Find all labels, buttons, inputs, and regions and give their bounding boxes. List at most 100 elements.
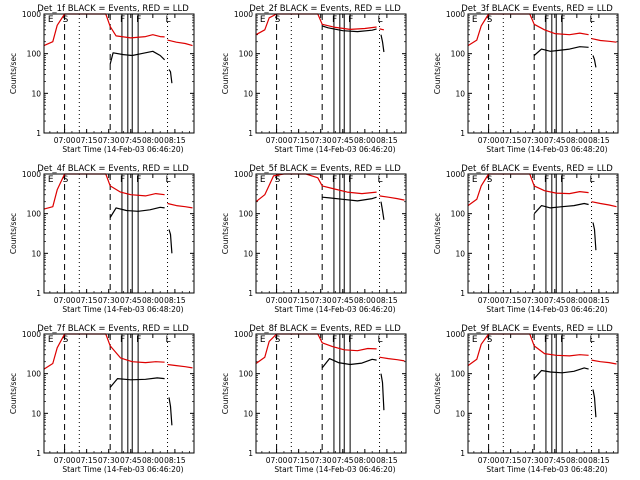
detector-panel-5f: Det_5f BLACK = Events, RED = LLD 1 10 100 10… bbox=[221, 164, 407, 314]
y-tick-label: 1000 bbox=[234, 330, 253, 339]
y-tick-label: 10 bbox=[243, 89, 253, 98]
event-marker-f: F bbox=[348, 175, 353, 185]
y-axis-label: Counts/sec bbox=[9, 373, 18, 414]
y-axis-label: Counts/sec bbox=[433, 213, 442, 254]
event-marker-l: L bbox=[166, 175, 171, 185]
x-tick-label: 07:45 bbox=[544, 296, 566, 305]
panel-title: Det_3f BLACK = Events, RED = LLD bbox=[461, 4, 613, 14]
panel-title: Det_9f BLACK = Events, RED = LLD bbox=[461, 324, 613, 334]
detector-panel-2f: Det_2f BLACK = Events, RED = LLD 1 10 100 10… bbox=[221, 4, 407, 154]
event-marker-e: E bbox=[48, 175, 54, 185]
detector-panel-7f: Det_7f BLACK = Events, RED = LLD 1 10 100 10… bbox=[9, 324, 195, 474]
y-tick-label: 100 bbox=[451, 370, 466, 379]
lld-series-line bbox=[167, 202, 193, 209]
event-marker-s: S bbox=[487, 335, 493, 345]
y-tick-label: 100 bbox=[239, 50, 254, 59]
detector-panel-6f: Det_6f BLACK = Events, RED = LLD 1 10 100 10… bbox=[433, 164, 619, 314]
event-marker-f: F bbox=[544, 335, 549, 345]
y-axis-label: Counts/sec bbox=[221, 53, 230, 94]
x-tick-label: 08:00 bbox=[354, 296, 376, 305]
x-tick-label: 07:00 bbox=[478, 296, 500, 305]
x-tick-label: 08:15 bbox=[588, 136, 610, 145]
x-tick-label: 07:30 bbox=[98, 296, 120, 305]
y-tick-label: 1000 bbox=[22, 330, 41, 339]
lld-series-line bbox=[255, 173, 377, 203]
plot-frame bbox=[43, 333, 195, 454]
plot-frame bbox=[467, 173, 619, 294]
y-tick-label: 100 bbox=[451, 210, 466, 219]
event-marker-s: S bbox=[63, 335, 69, 345]
event-marker-l: L bbox=[378, 175, 383, 185]
event-marker-f: F bbox=[544, 15, 549, 25]
lld-series-line bbox=[591, 201, 617, 208]
x-tick-label: 07:00 bbox=[266, 456, 288, 465]
event-marker-e: E bbox=[260, 175, 266, 185]
events-series-line bbox=[533, 46, 589, 56]
event-marker-s: S bbox=[275, 335, 281, 345]
event-marker-f: F bbox=[332, 15, 337, 25]
x-tick-label: 08:15 bbox=[376, 136, 398, 145]
x-tick-label: 07:15 bbox=[500, 136, 522, 145]
x-tick-label: 07:15 bbox=[500, 456, 522, 465]
plot-frame bbox=[467, 333, 619, 454]
x-tick-label: 07:30 bbox=[310, 296, 332, 305]
x-tick-label: 07:45 bbox=[544, 136, 566, 145]
x-tick-label: 07:30 bbox=[522, 136, 544, 145]
x-axis-label: Start Time (14-Feb-03 06:46:20) bbox=[274, 305, 395, 314]
event-marker-l: L bbox=[166, 15, 171, 25]
detector-panel-9f: Det_9f BLACK = Events, RED = LLD 1 10 100 10… bbox=[433, 324, 619, 474]
lld-series-line bbox=[379, 195, 405, 201]
y-tick-label: 1 bbox=[36, 449, 41, 458]
event-marker-f: F bbox=[348, 15, 353, 25]
event-marker-e: E bbox=[48, 15, 54, 25]
event-marker-e: E bbox=[260, 335, 266, 345]
y-tick-label: 1 bbox=[248, 129, 253, 138]
panel-title: Det_1f BLACK = Events, RED = LLD bbox=[37, 4, 189, 14]
plot-frame bbox=[255, 333, 407, 454]
lld-series-line bbox=[379, 28, 385, 31]
x-axis-label: Start Time (14-Feb-03 06:46:20) bbox=[62, 465, 183, 474]
x-tick-label: 08:00 bbox=[566, 296, 588, 305]
event-marker-s: S bbox=[63, 15, 69, 25]
x-axis-label: Start Time (14-Feb-03 06:48:20) bbox=[486, 145, 607, 154]
event-marker-f: F bbox=[348, 335, 353, 345]
lld-series-line bbox=[43, 173, 165, 210]
x-tick-label: 07:45 bbox=[332, 456, 354, 465]
y-tick-label: 10 bbox=[455, 249, 465, 258]
events-series-line bbox=[380, 34, 385, 53]
event-marker-l: L bbox=[590, 15, 595, 25]
events-series-line bbox=[168, 397, 173, 426]
y-tick-label: 10 bbox=[31, 249, 41, 258]
event-marker-s: S bbox=[487, 15, 493, 25]
x-tick-label: 07:45 bbox=[120, 136, 142, 145]
event-marker-e: E bbox=[472, 335, 478, 345]
x-axis-label: Start Time (14-Feb-03 06:48:20) bbox=[486, 465, 607, 474]
events-series-line bbox=[380, 373, 385, 411]
x-tick-label: 07:00 bbox=[266, 296, 288, 305]
x-tick-label: 07:15 bbox=[76, 456, 98, 465]
panel-title: Det_8f BLACK = Events, RED = LLD bbox=[249, 324, 401, 334]
event-marker-s: S bbox=[63, 175, 69, 185]
x-tick-label: 07:45 bbox=[332, 136, 354, 145]
panel-title: Det_2f BLACK = Events, RED = LLD bbox=[249, 4, 401, 14]
events-series-line bbox=[109, 206, 165, 218]
y-tick-label: 1000 bbox=[22, 170, 41, 179]
lld-series-line bbox=[43, 13, 165, 47]
y-axis-label: Counts/sec bbox=[433, 373, 442, 414]
y-tick-label: 100 bbox=[239, 370, 254, 379]
y-tick-label: 1000 bbox=[22, 10, 41, 19]
x-tick-label: 07:30 bbox=[522, 296, 544, 305]
y-tick-label: 10 bbox=[31, 89, 41, 98]
x-axis-label: Start Time (14-Feb-03 06:48:20) bbox=[62, 305, 183, 314]
events-series-line bbox=[380, 201, 385, 220]
event-marker-f: F bbox=[560, 15, 565, 25]
event-marker-e: E bbox=[472, 175, 478, 185]
x-tick-label: 08:00 bbox=[142, 456, 164, 465]
x-tick-label: 08:15 bbox=[376, 296, 398, 305]
lld-series-line bbox=[167, 363, 193, 369]
event-marker-s: S bbox=[275, 175, 281, 185]
event-marker-f: F bbox=[332, 175, 337, 185]
event-marker-e: E bbox=[472, 15, 478, 25]
y-tick-label: 10 bbox=[31, 409, 41, 418]
panel-title: Det_7f BLACK = Events, RED = LLD bbox=[37, 324, 189, 334]
